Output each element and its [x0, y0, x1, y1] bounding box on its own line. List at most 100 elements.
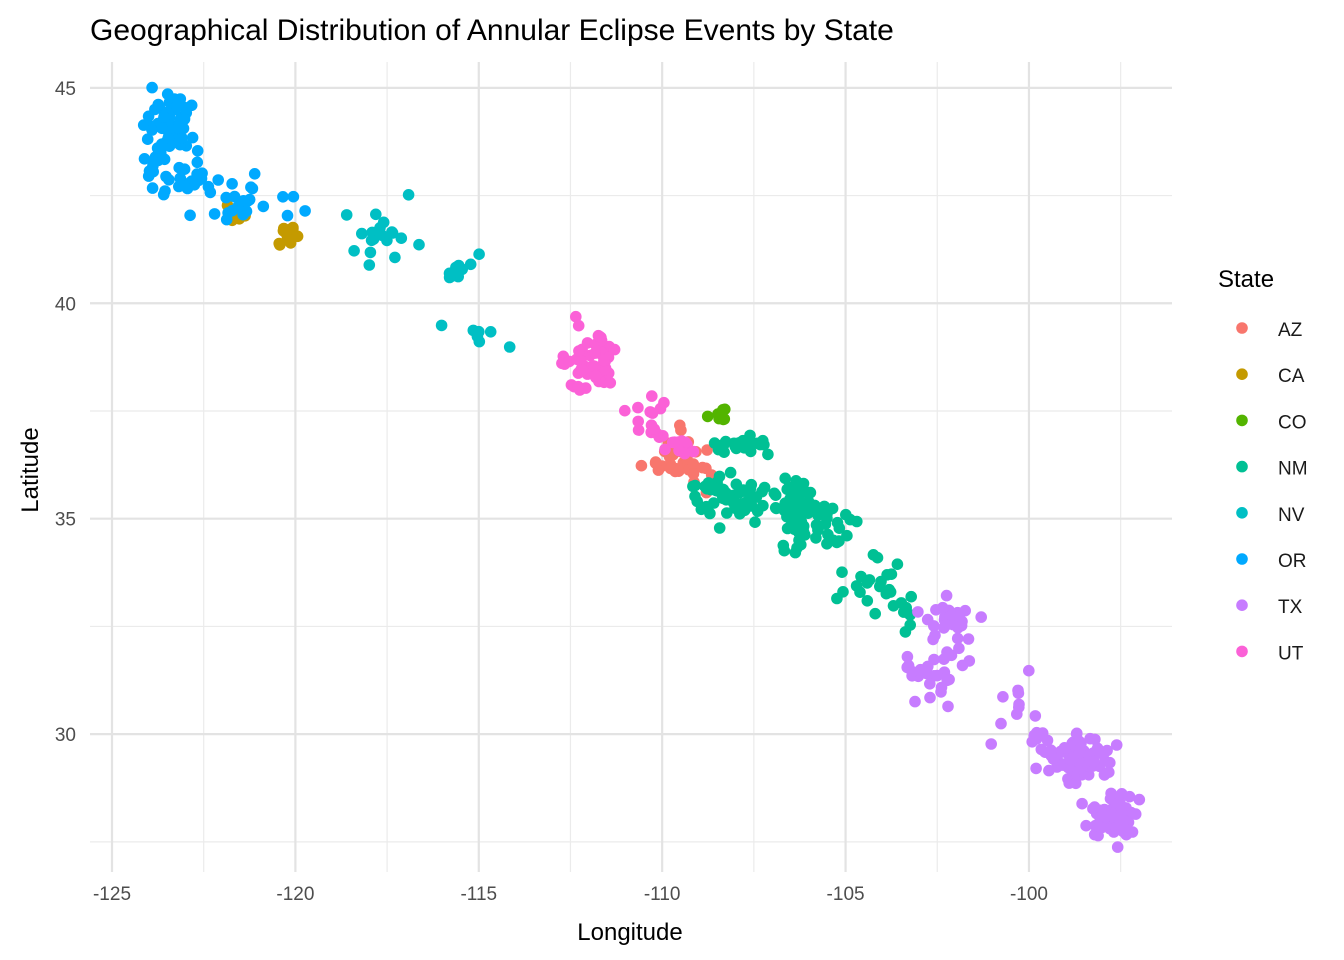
data-point-nv — [365, 234, 378, 247]
data-point-or — [277, 191, 289, 203]
data-point-tx — [924, 678, 936, 690]
data-point-az — [649, 457, 662, 469]
data-point-ut — [632, 401, 644, 414]
data-point-tx — [924, 691, 936, 704]
data-point-ut — [632, 415, 644, 428]
data-point-nv — [464, 258, 477, 271]
data-point-tx — [942, 700, 954, 713]
data-point-nm — [891, 558, 904, 570]
legend-key-or — [1236, 553, 1248, 565]
data-point-tx — [914, 663, 927, 676]
data-point-ut — [679, 436, 692, 449]
data-point-tx — [921, 613, 934, 626]
data-point-nm — [794, 519, 807, 531]
data-point-nm — [869, 607, 881, 620]
data-point-ut — [658, 396, 670, 409]
data-point-tx — [1045, 744, 1057, 756]
data-point-or — [172, 122, 185, 134]
x-tick-label: -100 — [1010, 884, 1048, 905]
data-point-tx — [1080, 819, 1092, 832]
data-point-co — [701, 410, 714, 423]
data-point-nm — [904, 619, 916, 631]
data-point-ut — [572, 319, 585, 332]
data-point-nm — [836, 566, 848, 578]
data-point-tx — [943, 649, 955, 661]
data-point-tx — [1100, 811, 1112, 823]
data-point-az — [675, 424, 687, 437]
legend-key-ca — [1236, 368, 1248, 381]
y-tick-label: 30 — [55, 725, 76, 746]
data-point-nm — [729, 440, 741, 453]
data-point-tx — [912, 606, 924, 618]
x-tick-label: -115 — [460, 884, 497, 905]
data-point-nv — [452, 259, 465, 272]
data-point-tx — [985, 738, 997, 750]
data-point-tx — [951, 632, 964, 645]
data-point-tx — [928, 653, 940, 666]
data-point-or — [228, 190, 241, 203]
data-point-tx — [1115, 808, 1128, 820]
legend-label-ca: CA — [1278, 366, 1305, 387]
data-point-nm — [802, 507, 814, 519]
data-point-ut — [574, 354, 586, 366]
data-point-nv — [443, 271, 456, 284]
data-point-nm — [689, 490, 701, 503]
data-point-or — [163, 174, 175, 186]
data-point-tx — [1112, 797, 1124, 810]
data-point-nv — [356, 227, 368, 240]
legend-label-tx: TX — [1278, 597, 1303, 618]
data-point-nm — [854, 586, 866, 598]
x-tick-label: -125 — [93, 884, 131, 905]
data-point-nv — [364, 246, 377, 259]
data-point-tx — [1084, 732, 1096, 745]
data-point-nm — [762, 448, 774, 461]
data-point-nm — [822, 528, 834, 541]
legend-title: State — [1218, 266, 1274, 293]
data-point-or — [146, 182, 159, 194]
data-point-tx — [940, 589, 953, 602]
data-point-tx — [1088, 801, 1101, 813]
data-point-tx — [1035, 743, 1048, 756]
data-point-nv — [389, 251, 401, 264]
data-point-ut — [648, 423, 661, 436]
data-point-nm — [826, 502, 839, 515]
data-point-nv — [484, 326, 497, 338]
data-point-nm — [770, 502, 783, 515]
data-point-nv — [377, 216, 390, 229]
data-point-nm — [768, 487, 781, 500]
data-point-nv — [503, 341, 516, 353]
data-point-tx — [943, 673, 955, 686]
data-point-tx — [935, 681, 948, 694]
data-point-nm — [905, 590, 917, 603]
legend-key-ut — [1236, 645, 1248, 658]
data-point-tx — [997, 691, 1009, 703]
data-point-ut — [570, 310, 582, 323]
data-point-or — [246, 182, 259, 195]
data-point-tx — [1110, 822, 1122, 834]
data-point-ut — [563, 355, 576, 368]
data-point-ca — [278, 222, 290, 235]
data-point-or — [248, 168, 261, 180]
legend-label-az: AZ — [1278, 320, 1303, 341]
data-point-tx — [930, 604, 942, 616]
data-point-nm — [885, 568, 898, 580]
data-point-or — [170, 100, 183, 113]
data-point-tx — [909, 695, 921, 708]
data-point-or — [226, 178, 238, 190]
data-point-tx — [1013, 698, 1025, 711]
data-point-nm — [875, 575, 887, 588]
data-point-nm — [757, 499, 769, 512]
data-point-or — [178, 113, 191, 125]
data-point-tx — [975, 611, 987, 623]
data-point-nm — [687, 480, 699, 493]
data-point-nm — [789, 546, 802, 559]
data-point-or — [299, 205, 311, 217]
data-point-tx — [1087, 756, 1100, 768]
data-point-tx — [953, 610, 965, 622]
data-point-tx — [1023, 664, 1035, 677]
data-point-ut — [573, 345, 585, 357]
data-point-tx — [1029, 710, 1042, 722]
legend-key-co — [1236, 414, 1248, 427]
data-point-co — [717, 404, 729, 416]
data-point-nm — [779, 472, 791, 485]
